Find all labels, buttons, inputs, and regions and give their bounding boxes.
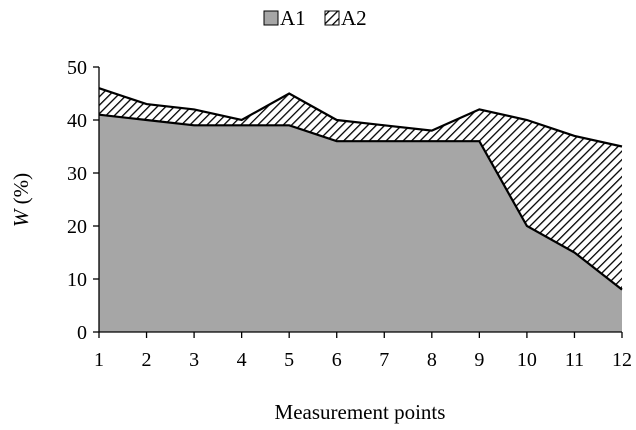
x-tick-label: 10 bbox=[517, 349, 537, 371]
legend-label-a1: A1 bbox=[280, 6, 306, 30]
x-tick-label: 6 bbox=[332, 349, 342, 371]
y-axis-title: W (%) bbox=[9, 173, 33, 227]
y-tick-label: 20 bbox=[67, 216, 87, 238]
x-tick-label: 1 bbox=[94, 349, 104, 371]
y-tick-label: 50 bbox=[67, 57, 87, 79]
series-line-a2 bbox=[98, 87, 623, 148]
x-tick-label: 9 bbox=[474, 349, 484, 371]
x-tick-label: 7 bbox=[379, 349, 389, 371]
legend-swatch-a1 bbox=[263, 10, 279, 26]
area-a1 bbox=[99, 114, 622, 332]
y-tick-label: 10 bbox=[67, 269, 87, 291]
legend-label-a2: A2 bbox=[341, 6, 367, 30]
y-tick-label: 0 bbox=[77, 322, 87, 344]
legend: A1 A2 bbox=[263, 6, 367, 30]
x-tick-label: 5 bbox=[284, 349, 294, 371]
x-tick-label: 12 bbox=[612, 349, 632, 371]
x-tick-label: 11 bbox=[565, 349, 584, 371]
axes bbox=[98, 67, 622, 333]
y-tick-label: 40 bbox=[67, 110, 87, 132]
x-tick-label: 3 bbox=[189, 349, 199, 371]
x-axis-title: Measurement points bbox=[275, 400, 446, 424]
area-a2 bbox=[99, 88, 622, 290]
x-ticks: 1 2 3 4 5 6 7 8 9 10 11 12 bbox=[94, 332, 632, 371]
y-ticks: 0 10 20 30 40 50 bbox=[67, 57, 99, 344]
x-tick-label: 4 bbox=[237, 349, 247, 371]
x-tick-label: 2 bbox=[142, 349, 152, 371]
plot-areas bbox=[98, 87, 623, 332]
series-line-a1 bbox=[98, 113, 623, 291]
legend-swatch-a2 bbox=[324, 10, 340, 26]
y-tick-label: 30 bbox=[67, 163, 87, 185]
x-tick-label: 8 bbox=[427, 349, 437, 371]
